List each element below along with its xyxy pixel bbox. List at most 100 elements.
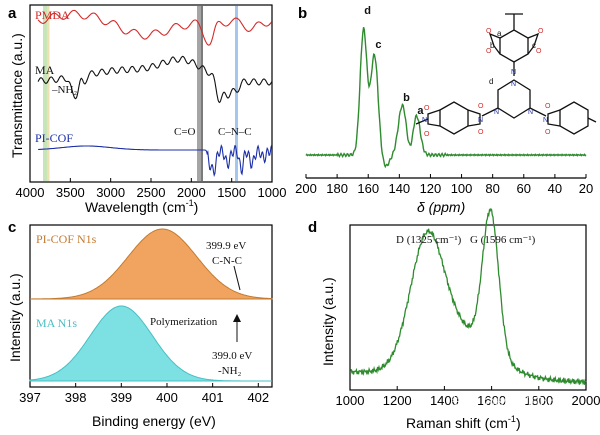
panel-a-xlabel: Wavelength (cm-1)	[85, 198, 198, 215]
imide-top-right	[527, 32, 540, 55]
xtick-label: 1800	[524, 393, 553, 408]
annot-399-0: 399.0 eV	[212, 350, 252, 362]
xtick-label: 399	[110, 390, 132, 405]
peak-label-b: b	[403, 92, 410, 104]
xtick-label: 4000	[16, 185, 45, 200]
series-ma-n1s	[29, 305, 272, 382]
benzene-left	[439, 101, 469, 135]
band-nh2-2	[47, 6, 50, 181]
imide-left-2	[427, 109, 441, 127]
series-ma	[37, 55, 273, 104]
xtick-label: 398	[65, 390, 87, 405]
xtick-label: 20	[579, 181, 593, 196]
panel-c-xticks: 397 398 399 400 401 402	[19, 383, 269, 405]
annot-nh2-c: -NH₂	[218, 365, 242, 377]
annot-399-9: 399.9 eV	[206, 240, 246, 252]
atom-n-tri3: N	[528, 109, 533, 116]
atom-o2: O	[538, 28, 544, 35]
pi-cof-structure	[415, 13, 597, 135]
picof-pointer	[233, 265, 241, 291]
band-cnc	[235, 6, 238, 181]
series-pi-cof	[38, 144, 273, 178]
panel-a: a PMDA MA PI-COF –NH₂ C=O C–N–C 4000 3500…	[8, 4, 286, 215]
band-nh2	[43, 6, 47, 181]
atom-o8: O	[424, 131, 430, 138]
peak-label-c: c	[375, 39, 381, 51]
xtick-label: 3500	[56, 185, 85, 200]
xtick-label: 1600	[477, 393, 506, 408]
panel-b-xticks: 200 180 160 140 120 100 80 60 40 20	[295, 174, 593, 196]
imide-right	[547, 109, 561, 127]
atom-o3: O	[486, 48, 492, 55]
panel-c: c PI-COF N1s MA N1s 399.9 eV C-N-C Polym…	[7, 219, 273, 429]
atom-o6: O	[478, 129, 484, 136]
panel-c-frame	[29, 224, 273, 388]
panel-d-peak-labels: D (1325 cm⁻¹) G (1596 cm⁻¹)	[396, 234, 536, 246]
series-picof-n1s	[30, 228, 273, 300]
atom-o1: O	[486, 28, 492, 35]
panel-c-letter: c	[8, 219, 16, 236]
atom-o9: O	[545, 103, 551, 110]
xtick-label: 100	[451, 181, 473, 196]
band-co	[197, 6, 201, 181]
benzene-top	[499, 29, 529, 63]
xtick-label: 2000	[572, 393, 600, 408]
xtick-label: 1400	[430, 393, 459, 408]
band-co-2	[201, 6, 203, 181]
label-picof-n1s: PI-COF N1s	[36, 232, 97, 246]
atom-n-tri1: N	[511, 81, 516, 88]
annot-cnc-c: C-N-C	[212, 255, 242, 267]
bond-right	[529, 107, 547, 117]
site-b: b	[490, 41, 495, 50]
site-a: a	[497, 29, 502, 38]
watermark: 知乎 @材料视Top	[452, 395, 556, 411]
panel-d-frame	[349, 224, 587, 391]
label-ma-n1s: MA N1s	[36, 316, 77, 330]
panel-d: d D (1325 cm⁻¹) G (1596 cm⁻¹) 1000 1200 140…	[308, 207, 600, 431]
panel-a-xticks: 4000 3500 3000 2500 2000 1500 1000	[16, 178, 286, 200]
site-d: d	[489, 77, 493, 86]
atom-o4: O	[536, 48, 542, 55]
bond-right-out	[587, 117, 597, 123]
series-pmda	[37, 9, 273, 46]
label-pmda: PMDA	[35, 8, 70, 22]
series-raman	[349, 207, 587, 386]
annot-co: C=O	[174, 126, 196, 138]
triazine-ring	[497, 79, 531, 119]
xtick-label: 2000	[177, 185, 206, 200]
raman-peak-label-d: D (1325 cm⁻¹)	[396, 234, 462, 246]
xtick-label: 400	[156, 390, 178, 405]
panel-b-peak-labels: d c ba	[364, 5, 424, 117]
xtick-label: 3000	[96, 185, 125, 200]
xtick-label: 401	[202, 390, 224, 405]
panel-c-xlabel: Binding energy (eV)	[92, 413, 216, 429]
annot-polymerization: Polymerization	[150, 316, 218, 328]
atom-n-right: N	[543, 117, 548, 124]
xtick-label: 180	[326, 181, 348, 196]
atom-n-left2: N	[422, 117, 427, 124]
peak-label-d: d	[364, 5, 371, 17]
panel-a-ylabel: Transmittance (a.u.)	[9, 33, 25, 158]
panel-d-letter: d	[308, 219, 317, 236]
xtick-label: 1500	[217, 185, 246, 200]
panel-b-letter: b	[298, 5, 307, 22]
polymerization-arrow-head	[233, 314, 241, 322]
imide-top-left	[488, 32, 501, 55]
panel-d-ylabel: Intensity (a.u.)	[320, 277, 336, 366]
xtick-label: 140	[388, 181, 410, 196]
xtick-label: 1200	[383, 393, 412, 408]
site-c: c	[532, 41, 536, 50]
panel-a-letter: a	[8, 5, 17, 22]
panel-b-xlabel: δ (ppm)	[417, 199, 465, 215]
structure-atoms: O O O O N N N N N N N O O O O O O a b c …	[422, 28, 551, 138]
raman-peak-label-g: G (1596 cm⁻¹)	[470, 234, 536, 246]
xtick-label: 120	[420, 181, 442, 196]
xtick-label: 160	[357, 181, 379, 196]
series-nmr	[305, 27, 587, 169]
atom-n-top: N	[511, 69, 516, 76]
peak-label-a: a	[417, 105, 424, 117]
panel-c-ylabel: Intensity (a.u.)	[7, 273, 23, 362]
panel-d-xticks: 1000 1200 1400 1600 1800 2000	[336, 386, 600, 408]
annot-cnc: C–N–C	[218, 126, 252, 138]
